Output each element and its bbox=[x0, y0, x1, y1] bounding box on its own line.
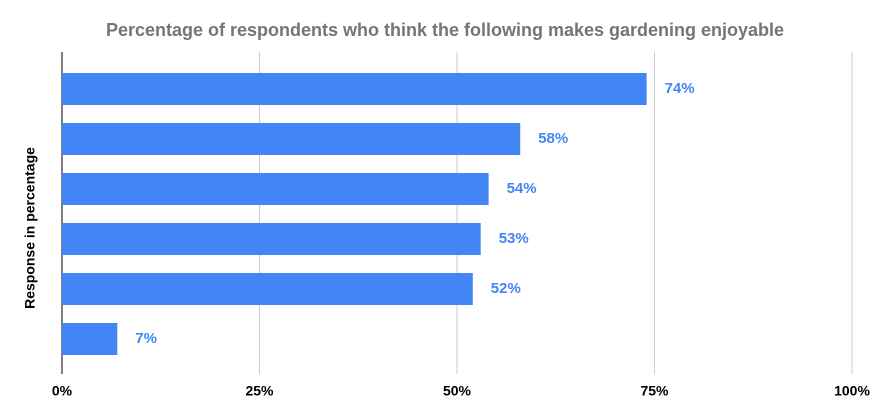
bar bbox=[62, 73, 647, 105]
x-tick-label: 25% bbox=[245, 383, 274, 399]
bar bbox=[62, 273, 473, 305]
data-label: 53% bbox=[499, 230, 529, 247]
data-label: 54% bbox=[507, 180, 537, 197]
x-tick-label: 0% bbox=[52, 383, 73, 399]
bar bbox=[62, 123, 521, 155]
data-label: 58% bbox=[538, 130, 568, 147]
x-tick-label: 75% bbox=[640, 383, 669, 399]
data-label: 7% bbox=[135, 330, 157, 347]
x-tick-label: 50% bbox=[443, 383, 472, 399]
chart-title: Percentage of respondents who think the … bbox=[106, 20, 784, 40]
data-label: 74% bbox=[665, 80, 695, 97]
bar bbox=[62, 223, 481, 255]
y-axis-title: Response in percentage bbox=[22, 147, 38, 309]
bar bbox=[62, 323, 118, 355]
data-label: 52% bbox=[491, 280, 521, 297]
x-tick-label: 100% bbox=[834, 383, 870, 399]
bar bbox=[62, 173, 489, 205]
